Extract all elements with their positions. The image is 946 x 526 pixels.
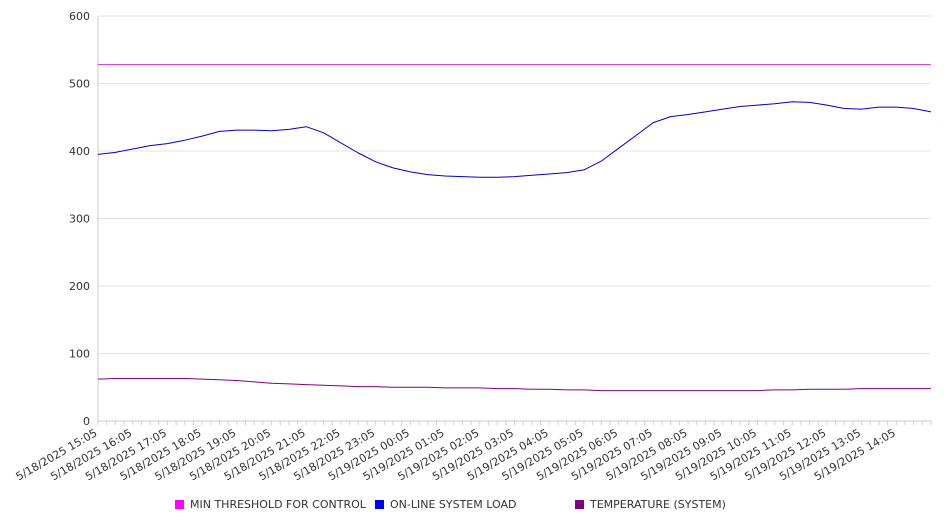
series-line-online-system-load <box>97 101 932 178</box>
legend-item-min-threshold[interactable]: MIN THRESHOLD FOR CONTROL <box>175 498 366 511</box>
legend-swatch-min-threshold <box>175 500 184 509</box>
gridlines <box>98 15 931 354</box>
y-tick-label-0: 0 <box>83 415 90 428</box>
legend-swatch-online-system-load <box>375 500 384 509</box>
legend-item-online-system-load[interactable]: ON-LINE SYSTEM LOAD <box>375 498 516 511</box>
y-tick-label-400: 400 <box>69 145 90 158</box>
y-tick-label-600: 600 <box>69 10 90 23</box>
y-axis-ticks: 0 100 200 300 400 500 600 <box>69 10 90 428</box>
series-line-temperature-system <box>97 378 931 392</box>
legend-label-temperature-system: TEMPERATURE (SYSTEM) <box>590 498 726 511</box>
axes <box>97 16 932 425</box>
x-axis-ticks: 5/18/2025 15:055/18/2025 16:055/18/2025 … <box>14 426 898 483</box>
legend-swatch-temperature-system <box>575 500 584 509</box>
legend: MIN THRESHOLD FOR CONTROL ON-LINE SYSTEM… <box>175 498 935 514</box>
legend-label-min-threshold: MIN THRESHOLD FOR CONTROL <box>190 498 366 511</box>
y-tick-label-300: 300 <box>69 213 90 226</box>
legend-item-temperature-system[interactable]: TEMPERATURE (SYSTEM) <box>575 498 726 511</box>
series-lines <box>97 64 932 392</box>
legend-label-online-system-load: ON-LINE SYSTEM LOAD <box>390 498 517 511</box>
y-tick-label-500: 500 <box>69 78 90 91</box>
y-tick-label-100: 100 <box>69 348 90 361</box>
y-tick-label-200: 200 <box>69 280 90 293</box>
